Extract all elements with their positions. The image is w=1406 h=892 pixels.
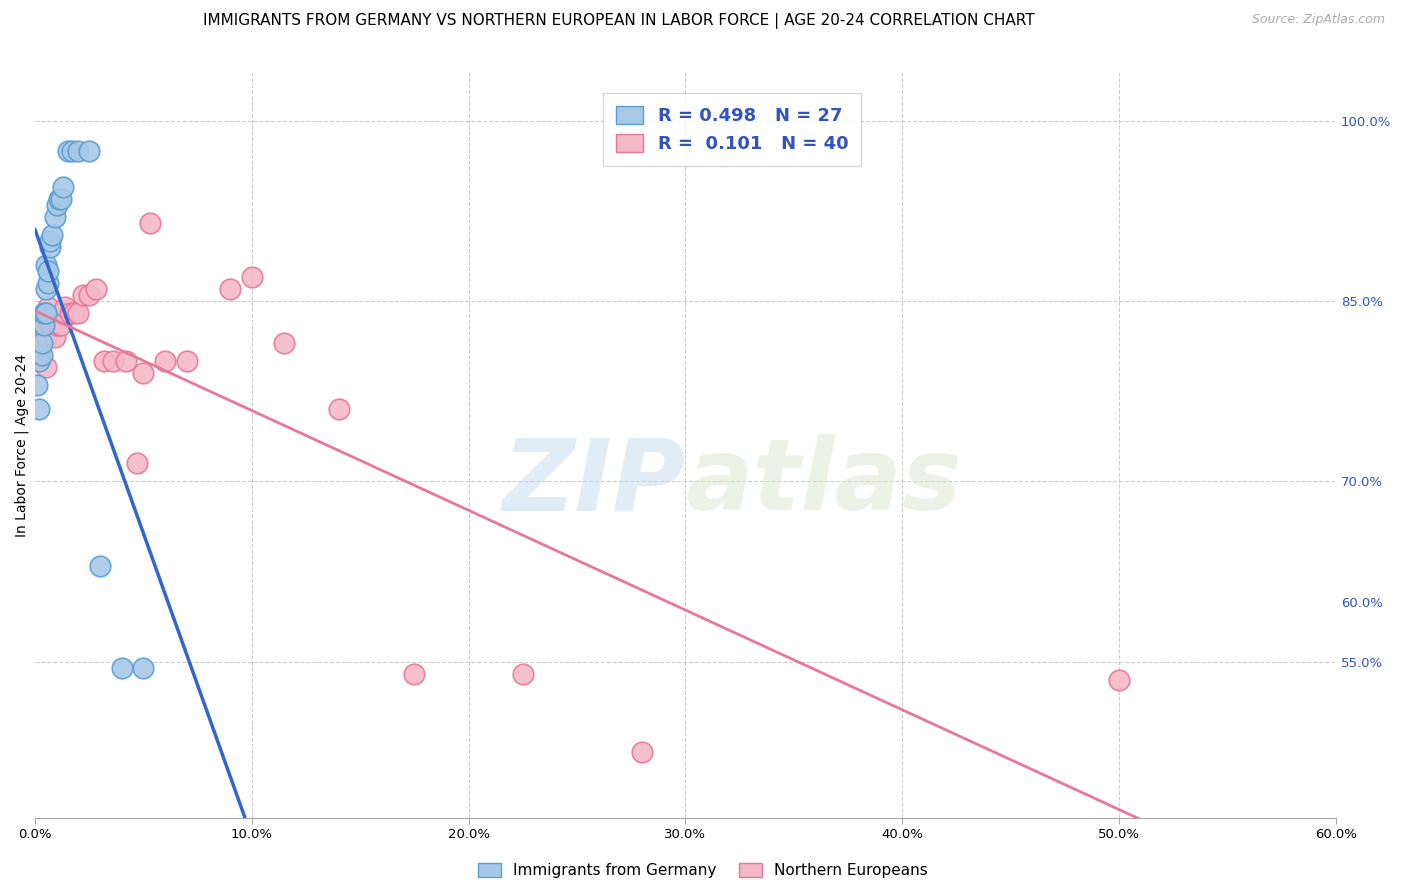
Point: [115, 354, 138, 368]
Point: [72, 288, 94, 302]
Point: [28, 402, 51, 417]
Point: [101, 354, 124, 368]
Point: [273, 336, 295, 351]
Point: [512, 666, 534, 681]
Point: [240, 270, 263, 285]
Point: [37, 300, 59, 314]
Point: [176, 354, 198, 368]
Point: [60, 144, 83, 158]
Point: [31, 348, 53, 362]
Point: [44, 330, 66, 344]
Point: [41, 227, 63, 242]
Point: [404, 666, 426, 681]
Point: [37, 276, 59, 290]
Point: [56, 144, 79, 158]
Point: [39, 240, 62, 254]
Point: [41, 318, 63, 333]
Point: [59, 306, 82, 320]
Text: IMMIGRANTS FROM GERMANY VS NORTHERN EUROPEAN IN LABOR FORCE | AGE 20-24 CORRELAT: IMMIGRANTS FROM GERMANY VS NORTHERN EURO…: [202, 13, 1035, 29]
Point: [37, 264, 59, 278]
Point: [77, 144, 100, 158]
Point: [35, 282, 58, 296]
Point: [35, 258, 58, 272]
Point: [49, 318, 72, 333]
Point: [1108, 673, 1130, 687]
Point: [45, 318, 67, 333]
Point: [25, 330, 48, 344]
Legend: R = 0.498   N = 27, R =  0.101   N = 40: R = 0.498 N = 27, R = 0.101 N = 40: [603, 93, 860, 166]
Text: atlas: atlas: [685, 434, 962, 531]
Point: [48, 318, 70, 333]
Point: [39, 318, 62, 333]
Point: [52, 306, 75, 320]
Point: [77, 288, 100, 302]
Point: [67, 306, 90, 320]
Point: [219, 282, 242, 296]
Point: [153, 354, 176, 368]
Point: [49, 192, 72, 206]
Point: [39, 234, 62, 248]
Point: [132, 661, 155, 675]
Point: [139, 216, 162, 230]
Point: [32, 318, 55, 333]
Point: [37, 312, 59, 326]
Point: [55, 300, 77, 314]
Point: [631, 745, 654, 759]
Point: [132, 366, 155, 380]
Point: [28, 348, 51, 362]
Point: [93, 354, 115, 368]
Point: [44, 210, 66, 224]
Y-axis label: In Labor Force | Age 20-24: In Labor Force | Age 20-24: [15, 354, 30, 537]
Point: [52, 180, 75, 194]
Point: [32, 306, 55, 320]
Text: ZIP: ZIP: [502, 434, 685, 531]
Point: [125, 456, 148, 470]
Point: [32, 306, 55, 320]
Point: [31, 336, 53, 351]
Point: [84, 282, 107, 296]
Point: [32, 318, 55, 333]
Text: Source: ZipAtlas.com: Source: ZipAtlas.com: [1251, 13, 1385, 27]
Point: [45, 198, 67, 212]
Point: [328, 402, 350, 417]
Point: [28, 354, 51, 368]
Legend: Immigrants from Germany, Northern Europeans: Immigrants from Germany, Northern Europe…: [472, 857, 934, 884]
Point: [48, 192, 70, 206]
Point: [25, 378, 48, 392]
Point: [31, 318, 53, 333]
Point: [63, 306, 86, 320]
Point: [67, 144, 90, 158]
Point: [111, 661, 134, 675]
Point: [35, 360, 58, 375]
Point: [35, 330, 58, 344]
Point: [31, 336, 53, 351]
Point: [35, 306, 58, 320]
Point: [89, 558, 111, 573]
